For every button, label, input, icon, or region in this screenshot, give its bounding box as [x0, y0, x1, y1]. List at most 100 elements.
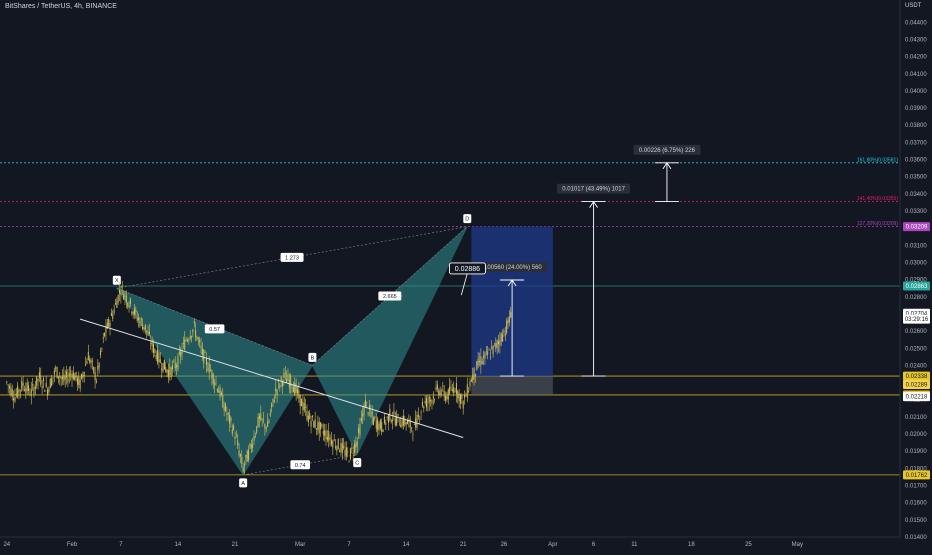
ratio-label: 0.57	[209, 327, 220, 333]
price-axis[interactable]: 0.01400 0.01500 0.01600 0.01700 0.01800 0.019…	[899, 0, 932, 550]
candle-body	[37, 378, 39, 381]
measure-note-text: 0.00226 (6.75%) 226	[639, 148, 696, 154]
candle-body	[74, 375, 76, 381]
candle-body	[450, 387, 452, 389]
candle-body	[249, 443, 251, 447]
candle-body	[382, 429, 384, 432]
price-tag-bg	[903, 314, 930, 324]
x-tick-label: 7	[119, 542, 123, 548]
candle-body	[496, 340, 498, 348]
candle-body	[290, 375, 292, 387]
candle-body	[374, 417, 376, 419]
candle-body	[356, 441, 358, 447]
candle-body	[173, 360, 175, 362]
candle-body	[430, 399, 432, 402]
candle-body	[195, 330, 197, 337]
candle-body	[435, 387, 437, 391]
candle-body	[454, 390, 456, 392]
candle-body	[199, 339, 201, 342]
candle-body	[172, 365, 174, 369]
candle-body	[446, 395, 448, 400]
candle-body	[18, 389, 20, 393]
candle-body	[157, 349, 159, 363]
candle-body	[139, 320, 141, 327]
candle-body	[45, 382, 47, 387]
candle-body	[248, 449, 250, 461]
y-tick-label: 0.03400	[905, 192, 927, 198]
candle-body	[230, 417, 232, 422]
symbol-title[interactable]: BitShares / TetherUS, 4h, BINANCE	[5, 3, 117, 10]
candle-body	[453, 387, 455, 394]
candle-body	[368, 405, 370, 410]
candle-body	[94, 372, 96, 381]
trendline[interactable]	[80, 318, 464, 438]
time-axis[interactable]: 24 Feb 7 14 21 Mar 7 14 21 26 Apr 6 11 18 25 May	[0, 536, 900, 548]
candle-body	[227, 412, 229, 415]
x-tick-label: 14	[175, 542, 182, 548]
candle-body	[502, 334, 504, 342]
candle-body	[299, 394, 301, 407]
y-tick-label: 0.03600	[905, 158, 927, 164]
candle-body	[68, 373, 70, 377]
y-tick-label: 0.02500	[905, 346, 927, 352]
candle-body	[383, 416, 385, 423]
candle-body	[488, 350, 490, 351]
measure-notes[interactable]: 0.00560 (24.00%) 560 0.01017 (43.49%) 101…	[448, 144, 701, 377]
candle-body	[443, 390, 445, 397]
candle-body	[427, 402, 429, 403]
candle-body	[298, 390, 300, 398]
candle-body	[402, 415, 404, 426]
candle-body	[104, 333, 106, 337]
y-tick-label: 0.03800	[905, 123, 927, 129]
candle-body	[64, 376, 66, 380]
callout-bg	[448, 262, 486, 275]
candle-body	[355, 442, 357, 448]
candle-body	[218, 390, 220, 393]
candle-body	[193, 321, 195, 324]
position-stop-zone	[471, 376, 553, 395]
candle-body	[385, 422, 387, 425]
candle-body	[286, 379, 288, 383]
candle-body	[349, 448, 351, 459]
x-tick-label: 14	[403, 542, 410, 548]
candle-body	[276, 389, 278, 395]
candle-body	[296, 389, 298, 394]
candle-body	[93, 366, 95, 373]
harmonic-pattern[interactable]: 1.273 0.57 2.665 0.74 X A B C D	[112, 214, 472, 488]
measure-note-text: 0.00560 (24.00%) 560	[482, 265, 542, 271]
candle-body	[214, 382, 216, 386]
candle-body	[347, 451, 349, 453]
candle-body	[439, 389, 441, 396]
candle-body	[113, 309, 115, 314]
candle-body	[333, 439, 335, 441]
candle-body	[9, 385, 11, 389]
candle-body	[185, 340, 187, 341]
candle-body	[325, 430, 327, 440]
candle-body	[267, 421, 269, 428]
candle-body	[106, 322, 108, 329]
candle-body	[116, 301, 118, 308]
candle-body	[108, 318, 110, 327]
candle-body	[269, 413, 271, 416]
x-tick-label: 11	[631, 542, 638, 548]
candle-body	[204, 352, 206, 354]
candle-body	[67, 377, 69, 383]
ratio-label-bg	[378, 291, 402, 301]
candle-body	[321, 424, 323, 427]
candle-body	[21, 381, 23, 390]
candle-body	[15, 393, 17, 396]
candle-body	[354, 443, 356, 453]
candle-body	[121, 285, 123, 288]
candle-body	[216, 389, 218, 392]
candle-body	[147, 331, 149, 336]
candle-body	[7, 384, 9, 386]
candle-body	[459, 394, 461, 404]
candle-body	[105, 325, 107, 333]
candle-body	[47, 389, 49, 396]
candle-body	[169, 366, 171, 375]
candle-body	[143, 327, 145, 329]
candle-body	[292, 387, 294, 393]
candle-body	[136, 317, 138, 321]
candle-body	[400, 424, 402, 428]
